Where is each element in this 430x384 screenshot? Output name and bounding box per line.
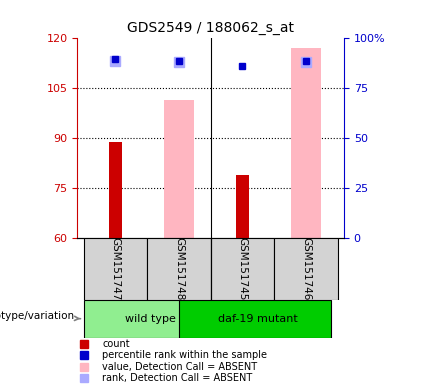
Bar — [164, 100, 194, 238]
Text: value, Detection Call = ABSENT: value, Detection Call = ABSENT — [102, 362, 257, 372]
FancyBboxPatch shape — [147, 238, 211, 300]
Bar — [236, 175, 249, 238]
Text: GSM151747: GSM151747 — [111, 237, 120, 301]
Title: GDS2549 / 188062_s_at: GDS2549 / 188062_s_at — [127, 21, 294, 35]
Text: genotype/variation: genotype/variation — [0, 311, 80, 321]
Text: GSM151748: GSM151748 — [174, 237, 184, 301]
Text: GSM151745: GSM151745 — [237, 237, 247, 301]
Text: count: count — [102, 339, 130, 349]
FancyBboxPatch shape — [84, 300, 211, 338]
Bar — [109, 142, 122, 238]
Text: daf-19 mutant: daf-19 mutant — [218, 314, 298, 324]
Text: GSM151746: GSM151746 — [301, 237, 311, 301]
FancyBboxPatch shape — [211, 238, 274, 300]
Text: wild type: wild type — [125, 314, 176, 324]
Bar — [291, 48, 321, 238]
Text: percentile rank within the sample: percentile rank within the sample — [102, 350, 267, 360]
Text: rank, Detection Call = ABSENT: rank, Detection Call = ABSENT — [102, 373, 252, 383]
FancyBboxPatch shape — [274, 238, 338, 300]
FancyBboxPatch shape — [179, 300, 331, 338]
FancyBboxPatch shape — [84, 238, 147, 300]
